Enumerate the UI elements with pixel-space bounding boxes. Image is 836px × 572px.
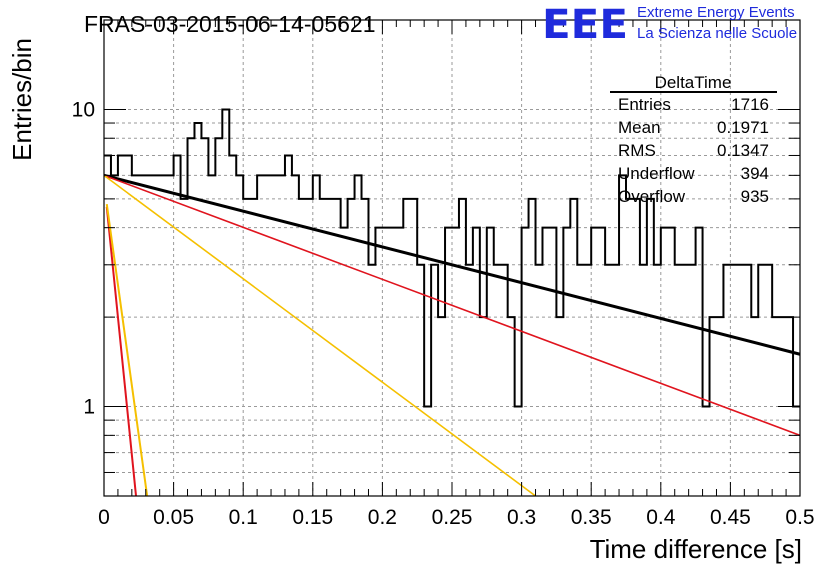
histogram-steps: [104, 108, 800, 408]
x-tick-label: 0.35: [571, 506, 612, 529]
stats-label-overflow: Overflow: [618, 187, 686, 206]
slow-fit-line: [103, 174, 801, 437]
x-tick-label: 0.3: [507, 506, 536, 529]
stats-label-underflow: Underflow: [618, 164, 695, 183]
y-tick-label: 10: [72, 98, 95, 121]
x-tick-label: 0: [98, 506, 110, 529]
x-axis-label: Time difference [s]: [590, 534, 802, 564]
fast-component-line: [105, 204, 149, 497]
x-tick-label: 0.5: [785, 506, 814, 529]
stats-value-rms: 0.1347: [717, 141, 769, 160]
fast-fit-line: [105, 206, 138, 497]
plot-marks: [103, 108, 801, 497]
stats-label-entries: Entries: [618, 95, 671, 114]
axis-ticks: 0 0.05 0.1 0.15 0.2 0.25 0.3 0.35 0.4 0.45 0.5 1 10: [72, 19, 815, 529]
stats-value-underflow: 394: [741, 164, 769, 183]
x-tick-label: 0.1: [229, 506, 258, 529]
stats-value-overflow: 935: [741, 187, 769, 206]
stats-title: DeltaTime: [655, 73, 732, 92]
x-tick-label: 0.45: [710, 506, 751, 529]
logo-line-2: La Scienza nelle Scuole: [637, 25, 797, 42]
stats-value-mean: 0.1971: [717, 118, 769, 137]
chart-title: FRAS-03-2015-06-14-05621: [84, 11, 376, 37]
x-tick-label: 0.4: [646, 506, 676, 529]
x-tick-label: 0.2: [368, 506, 397, 529]
eee-logo: EEE: [542, 2, 628, 48]
x-tick-label: 0.15: [292, 506, 333, 529]
stats-box: DeltaTime Entries 1716 Mean 0.1971 RMS 0…: [610, 73, 777, 206]
slow-component-line: [103, 174, 536, 497]
y-tick-label: 1: [83, 396, 95, 419]
total-fit-line: [103, 173, 801, 356]
x-tick-label: 0.25: [432, 506, 473, 529]
logo-line-1: Extreme Energy Events: [637, 4, 795, 21]
y-axis-label: Entries/bin: [7, 38, 37, 161]
stats-value-entries: 1716: [731, 95, 769, 114]
stats-label-mean: Mean: [618, 118, 661, 137]
x-tick-label: 0.05: [153, 506, 194, 529]
stats-label-rms: RMS: [618, 141, 656, 160]
